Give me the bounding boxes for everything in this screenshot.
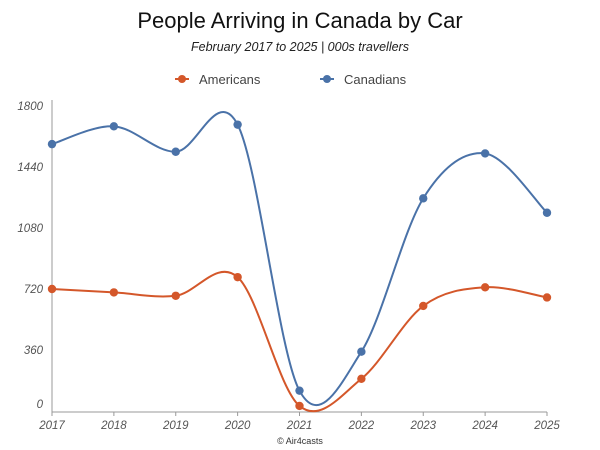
y-tick-label: 1800 xyxy=(17,101,43,113)
data-point-americans-2018 xyxy=(109,288,119,297)
x-tick-label: 2017 xyxy=(38,420,65,432)
data-point-americans-2019 xyxy=(171,291,180,300)
data-point-americans-2024 xyxy=(480,283,490,292)
data-point-canadians-2019 xyxy=(171,147,180,156)
chart-subtitle: February 2017 to 2025 | 000s travellers xyxy=(191,40,409,54)
x-tick-label: 2021 xyxy=(286,420,313,432)
legend-label-canadians: Canadians xyxy=(344,72,407,87)
x-tick-label: 2024 xyxy=(471,420,498,432)
credit-text: © Air4casts xyxy=(277,436,323,446)
data-point-canadians-2017 xyxy=(47,139,57,149)
data-point-americans-2020 xyxy=(233,272,242,282)
y-tick-label: 1440 xyxy=(17,162,43,174)
data-point-canadians-2025 xyxy=(542,208,552,217)
data-point-canadians-2018 xyxy=(109,122,119,131)
x-tick-label: 2023 xyxy=(409,420,436,432)
x-tick-label: 2020 xyxy=(224,420,251,432)
chart-title: People Arriving in Canada by Car xyxy=(137,8,463,33)
x-tick-label: 2019 xyxy=(162,420,189,432)
x-tick-label: 2025 xyxy=(533,420,560,432)
y-tick-label: 720 xyxy=(24,284,44,296)
data-point-americans-2022 xyxy=(357,374,366,384)
data-point-americans-2017 xyxy=(47,284,57,294)
series-line-canadians xyxy=(51,111,548,407)
data-point-americans-2025 xyxy=(542,293,552,302)
data-point-americans-2023 xyxy=(419,301,428,311)
x-tick-label: 2022 xyxy=(348,420,375,432)
data-point-canadians-2023 xyxy=(419,194,428,203)
x-tick-label: 2018 xyxy=(100,420,127,432)
legend-label-americans: Americans xyxy=(199,72,261,87)
legend-marker xyxy=(178,75,186,83)
legend-marker xyxy=(323,75,331,83)
data-point-americans-2021 xyxy=(295,401,304,411)
y-tick-label: 1080 xyxy=(17,223,43,235)
data-point-canadians-2022 xyxy=(357,347,366,356)
data-point-canadians-2020 xyxy=(233,120,242,129)
y-tick-label: 0 xyxy=(37,399,44,411)
data-point-canadians-2024 xyxy=(480,149,490,158)
data-point-canadians-2021 xyxy=(295,386,304,395)
y-tick-label: 360 xyxy=(24,345,44,357)
